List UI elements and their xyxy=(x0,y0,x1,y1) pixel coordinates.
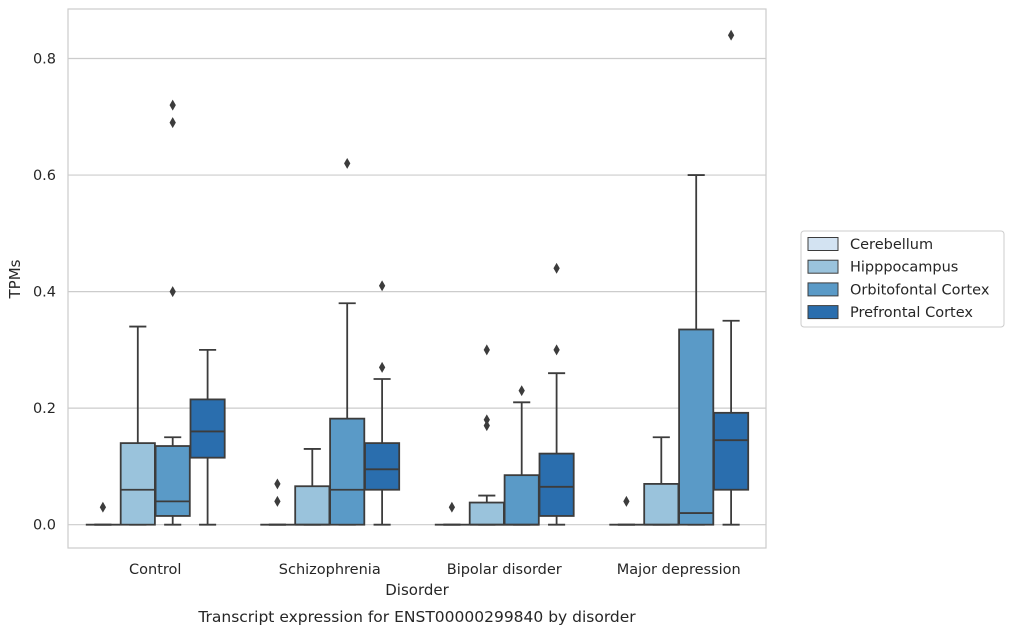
outlier-point xyxy=(448,501,456,513)
legend-label: Cerebellum xyxy=(850,237,933,253)
box-iqr xyxy=(643,483,680,526)
outlier-point xyxy=(518,385,525,397)
box-iqr xyxy=(538,452,575,517)
legend-frame xyxy=(800,230,1005,328)
box-orbitofontal-cortex xyxy=(503,385,540,526)
box-prefrontal-cortex xyxy=(364,280,401,526)
legend-label: Hipppocampus xyxy=(850,260,958,276)
box-cerebellum xyxy=(260,478,295,526)
outlier-point xyxy=(623,495,630,507)
plot-marks xyxy=(85,29,750,526)
box-cerebellum xyxy=(609,495,644,526)
outlier-point xyxy=(483,414,490,426)
outlier-point xyxy=(378,361,386,373)
box-orbitofontal-cortex xyxy=(154,99,191,526)
box-prefrontal-cortex xyxy=(538,262,575,526)
legend-swatch xyxy=(807,282,839,297)
x-axis-label: Disorder xyxy=(385,581,449,599)
outlier-point xyxy=(483,420,490,432)
outlier-point xyxy=(274,495,281,507)
box-hipppocampus xyxy=(468,344,505,526)
box-iqr xyxy=(119,442,156,526)
box-orbitofontal-cortex xyxy=(329,157,366,526)
x-tick-label: Bipolar disorder xyxy=(447,562,562,578)
legend-label: Prefrontal Cortex xyxy=(850,305,973,321)
x-tick-label: Schizophrenia xyxy=(279,562,381,578)
outlier-point xyxy=(378,280,386,292)
box-orbitofontal-cortex xyxy=(678,174,715,526)
legend-swatch xyxy=(807,305,839,320)
legend: Cerebellum Hipppocampus Orbitofontal Corte… xyxy=(800,230,1005,328)
box-iqr xyxy=(364,442,401,491)
legend-swatch xyxy=(807,259,839,274)
legend-swatch xyxy=(807,237,839,251)
box-iqr xyxy=(329,417,366,526)
outlier-point xyxy=(344,157,351,169)
y-axis-label: TPMs xyxy=(6,259,24,299)
box-iqr xyxy=(468,501,505,526)
plot-frame xyxy=(67,8,767,549)
outlier-point xyxy=(169,117,176,129)
box-iqr xyxy=(189,398,226,459)
outlier-point xyxy=(553,344,560,356)
y-tick-label: 0.0 xyxy=(33,518,56,534)
box-iqr xyxy=(294,485,331,526)
y-tick-label: 0.8 xyxy=(33,52,56,68)
x-tick-label: Control xyxy=(129,562,181,578)
outlier-point xyxy=(483,344,490,356)
y-tick-label: 0.2 xyxy=(33,401,56,417)
box-iqr xyxy=(713,411,750,491)
outlier-point xyxy=(553,262,560,274)
box-cerebellum xyxy=(85,501,121,526)
outlier-point xyxy=(169,99,176,111)
tick-labels: 0.0 0.2 0.4 0.6 0.8 Control Schizophrenia Bipol… xyxy=(33,52,741,578)
legend-label: Orbitofontal Cortex xyxy=(850,282,990,298)
outlier-point xyxy=(727,29,735,41)
box-hipppocampus xyxy=(294,448,331,526)
y-tick-label: 0.4 xyxy=(33,285,56,301)
box-prefrontal-cortex xyxy=(713,29,750,526)
box-prefrontal-cortex xyxy=(189,348,226,526)
chart-caption: Transcript expression for ENST0000029984… xyxy=(197,608,636,626)
outlier-point xyxy=(99,501,107,513)
x-tick-label: Major depression xyxy=(617,562,741,578)
box-cerebellum xyxy=(434,501,470,526)
box-iqr xyxy=(678,328,715,526)
outlier-point xyxy=(274,478,281,490)
outlier-point xyxy=(169,286,176,298)
y-tick-label: 0.6 xyxy=(33,168,56,184)
box-hipppocampus xyxy=(119,325,156,526)
box-iqr xyxy=(154,445,191,517)
box-hipppocampus xyxy=(643,436,680,526)
box-iqr xyxy=(503,474,540,526)
